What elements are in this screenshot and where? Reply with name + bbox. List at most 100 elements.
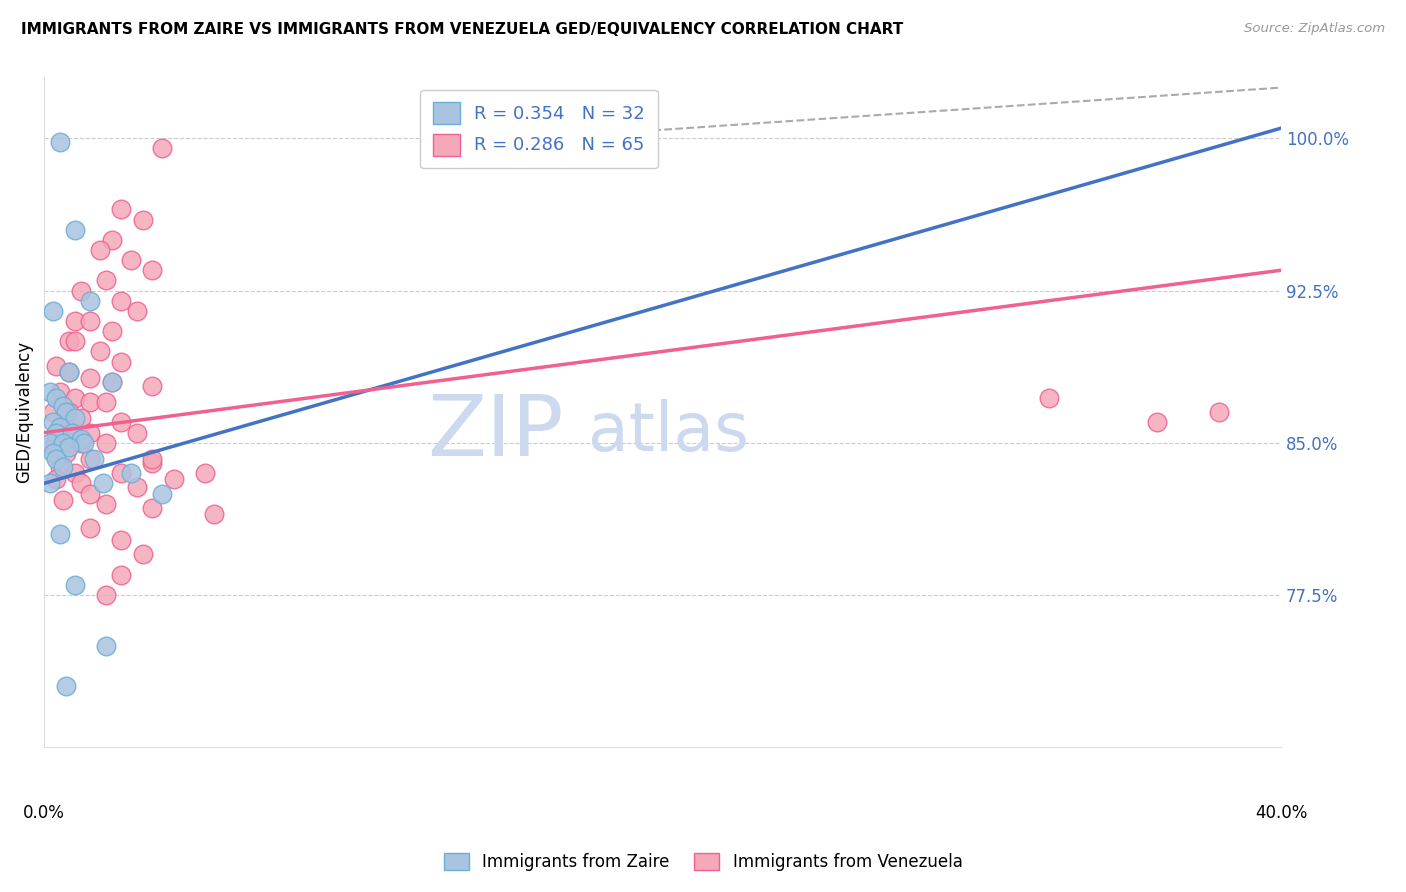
Point <box>141 500 163 515</box>
Point <box>110 202 132 217</box>
Point <box>110 293 132 308</box>
Point <box>48 419 70 434</box>
Point <box>89 344 111 359</box>
Y-axis label: GED/Equivalency: GED/Equivalency <box>15 342 32 483</box>
Point <box>55 679 77 693</box>
Point <box>58 365 80 379</box>
Point <box>110 567 132 582</box>
Point <box>1208 405 1230 419</box>
Point <box>48 460 70 475</box>
Point <box>101 324 124 338</box>
Point <box>45 391 67 405</box>
Point <box>1146 416 1168 430</box>
Point <box>79 452 101 467</box>
Point <box>55 446 77 460</box>
Point <box>45 425 67 440</box>
Point <box>94 497 117 511</box>
Point <box>94 588 117 602</box>
Point <box>91 476 114 491</box>
Point <box>42 440 65 454</box>
Point <box>132 548 155 562</box>
Text: ZIP: ZIP <box>427 391 564 474</box>
Point <box>58 334 80 349</box>
Point <box>163 472 186 486</box>
Point <box>70 432 93 446</box>
Point <box>42 405 65 419</box>
Point <box>70 435 93 450</box>
Text: 0.0%: 0.0% <box>22 804 65 822</box>
Point <box>45 359 67 373</box>
Point <box>101 375 124 389</box>
Point <box>39 476 62 491</box>
Point <box>83 452 105 467</box>
Point <box>70 476 93 491</box>
Point <box>55 405 77 419</box>
Point <box>42 303 65 318</box>
Point <box>120 467 142 481</box>
Point <box>48 384 70 399</box>
Point <box>110 533 132 548</box>
Point <box>79 371 101 385</box>
Point <box>120 253 142 268</box>
Point <box>70 411 93 425</box>
Point <box>45 472 67 486</box>
Point <box>202 507 225 521</box>
Point <box>52 492 75 507</box>
Point <box>63 222 86 236</box>
Point <box>48 419 70 434</box>
Point <box>194 467 217 481</box>
Point <box>150 141 173 155</box>
Point <box>79 521 101 535</box>
Text: IMMIGRANTS FROM ZAIRE VS IMMIGRANTS FROM VENEZUELA GED/EQUIVALENCY CORRELATION C: IMMIGRANTS FROM ZAIRE VS IMMIGRANTS FROM… <box>21 22 903 37</box>
Point <box>70 284 93 298</box>
Point <box>110 416 132 430</box>
Point <box>48 136 70 150</box>
Point <box>110 467 132 481</box>
Point <box>63 578 86 592</box>
Point <box>45 452 67 467</box>
Point <box>125 425 148 440</box>
Point <box>42 446 65 460</box>
Point <box>132 212 155 227</box>
Point <box>58 405 80 419</box>
Point <box>94 395 117 409</box>
Legend: R = 0.354   N = 32, R = 0.286   N = 65: R = 0.354 N = 32, R = 0.286 N = 65 <box>420 90 658 169</box>
Point <box>141 263 163 277</box>
Point <box>73 435 96 450</box>
Point <box>63 314 86 328</box>
Point <box>94 639 117 653</box>
Point <box>110 354 132 368</box>
Point <box>39 384 62 399</box>
Point <box>63 334 86 349</box>
Point <box>60 425 83 440</box>
Point <box>79 425 101 440</box>
Point <box>45 432 67 446</box>
Point <box>79 486 101 500</box>
Point <box>63 467 86 481</box>
Point <box>141 452 163 467</box>
Legend: Immigrants from Zaire, Immigrants from Venezuela: Immigrants from Zaire, Immigrants from V… <box>436 845 970 880</box>
Point <box>141 379 163 393</box>
Point <box>94 273 117 287</box>
Text: Source: ZipAtlas.com: Source: ZipAtlas.com <box>1244 22 1385 36</box>
Point <box>60 425 83 440</box>
Point <box>79 395 101 409</box>
Point <box>52 399 75 413</box>
Point <box>52 435 75 450</box>
Point <box>39 435 62 450</box>
Point <box>79 314 101 328</box>
Point <box>101 375 124 389</box>
Point <box>125 303 148 318</box>
Point <box>125 480 148 494</box>
Point <box>1038 391 1060 405</box>
Point <box>52 460 75 475</box>
Point <box>141 456 163 470</box>
Point <box>48 527 70 541</box>
Text: 40.0%: 40.0% <box>1254 804 1308 822</box>
Point <box>79 293 101 308</box>
Point <box>42 416 65 430</box>
Point <box>89 243 111 257</box>
Point <box>58 435 80 450</box>
Point <box>150 486 173 500</box>
Point <box>58 365 80 379</box>
